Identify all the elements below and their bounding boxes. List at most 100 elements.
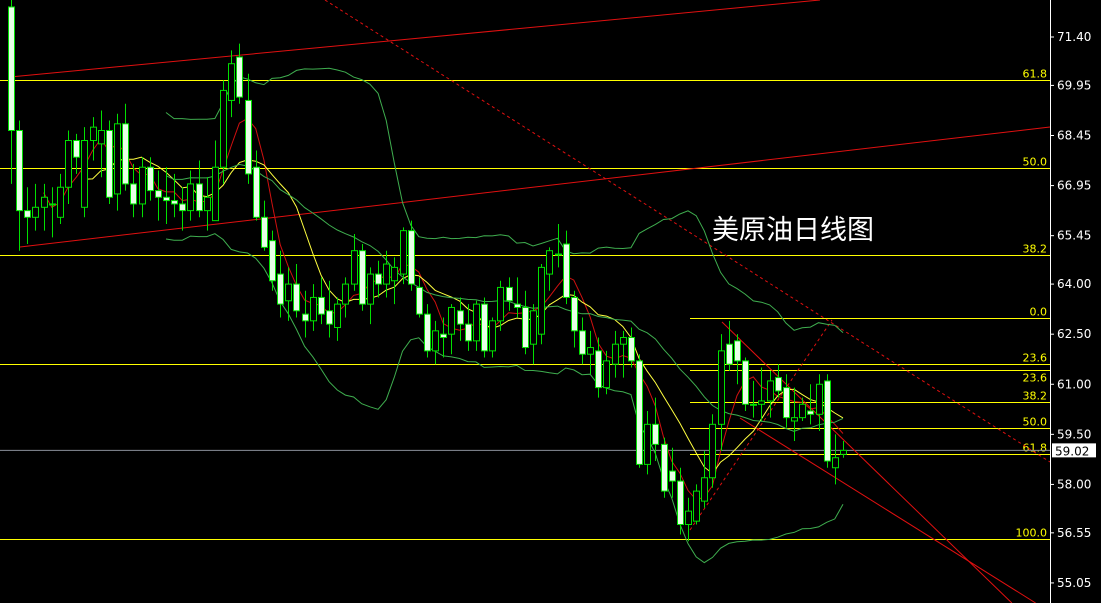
bull-candle [709,423,716,479]
bull-candle [139,166,146,205]
bollinger-lower-line [165,233,844,564]
sma-10-line [84,156,844,475]
axis-tick-label: 62.50 [1057,327,1091,341]
bull-candle [65,140,72,188]
bull-candle [612,343,619,365]
bear-candle [416,286,423,315]
fib-label: 61.8 [1023,68,1048,81]
bull-candle [840,449,847,455]
bull-candle [489,320,496,352]
bull-candle [98,129,105,145]
bear-candle [277,273,284,305]
bear-candle [506,286,513,302]
bull-candle [204,196,211,212]
bull-candle [832,457,839,469]
bull-candle [400,230,407,275]
bull-candle [603,360,610,389]
bear-candle [122,123,129,185]
bull-candle [530,310,537,345]
dashed-trendline [324,0,1051,463]
dashed-trendline [689,319,833,531]
bear-candle [326,310,333,325]
axis-tick-label: 56.55 [1057,526,1091,540]
axis-tick-label: 69.95 [1057,78,1091,92]
bull-candle [310,296,317,322]
bear-candle [155,190,162,198]
bull-candle [383,263,390,285]
bull-candle [342,283,349,305]
bear-candle [514,303,521,308]
bear-candle [669,470,676,482]
candles [8,0,847,542]
bear-candle [302,313,309,322]
bull-candle [767,380,774,402]
sma-5-line [43,117,844,501]
bear-candle [677,480,684,525]
axis-tick-label: 64.00 [1057,277,1091,291]
trendline [19,126,1051,248]
bull-candle [367,273,374,305]
bear-candle [318,296,325,315]
fib-label: 23.6 [1023,372,1048,385]
trendline [9,0,821,78]
bear-candle [236,56,243,98]
bull-candle [220,89,227,168]
bear-candle [824,380,831,462]
bear-candle [465,323,472,342]
axis-tick-label: 59.50 [1057,427,1091,441]
bear-candle [130,183,137,205]
bear-candle [245,99,252,175]
bull-candle [799,403,806,419]
fib-label: 61.8 [1023,442,1048,455]
bear-candle [408,230,415,285]
bull-candle [448,306,455,335]
bull-candle [228,63,235,101]
axis-tick-label: 66.95 [1057,179,1091,193]
bear-candle [147,166,154,192]
axis-tick-label: 65.45 [1057,229,1091,243]
bear-candle [742,360,749,405]
bear-candle [8,6,15,131]
bull-candle [187,183,194,212]
fib-label: 50.0 [1023,156,1048,169]
fib-label: 0.0 [1030,306,1048,319]
bear-candle [293,283,300,312]
bollinger-middle-line [165,163,844,432]
axis-tick-label: 68.45 [1057,129,1091,143]
bear-candle [652,423,659,445]
bear-candle [595,350,602,389]
axis-tick-label: 55.05 [1057,576,1091,590]
bull-candle [587,347,594,355]
bear-candle [734,340,741,362]
bull-candle [538,266,545,335]
bear-candle [807,410,814,415]
bull-candle [334,303,341,328]
bear-candle [24,210,31,218]
bollinger-upper-line [165,67,844,333]
bull-candle [432,330,439,352]
price-axis: 71.40 69.95 68.45 66.95 65.45 64.00 62.50 61.00… [1050,0,1101,603]
bull-candle [644,423,651,465]
bear-candle [359,250,366,305]
bull-candle [620,337,627,345]
bull-candle [90,126,97,142]
bear-candle [171,200,178,205]
bear-candle [253,166,260,218]
bull-candle [555,253,562,256]
bear-candle [106,129,113,198]
bull-candle [212,166,219,222]
fib-label: 23.6 [1023,352,1048,365]
bull-candle [285,283,292,302]
bull-candle [81,140,88,208]
axis-tick-label: 71.40 [1057,30,1091,44]
fib-label: 38.2 [1023,243,1048,256]
bear-candle [375,273,382,285]
indicators [43,67,844,564]
bear-candle [196,183,203,212]
fib-label: 100.0 [1016,527,1048,540]
bear-candle [440,333,447,339]
trendline [739,417,1036,603]
bull-candle [816,383,823,415]
